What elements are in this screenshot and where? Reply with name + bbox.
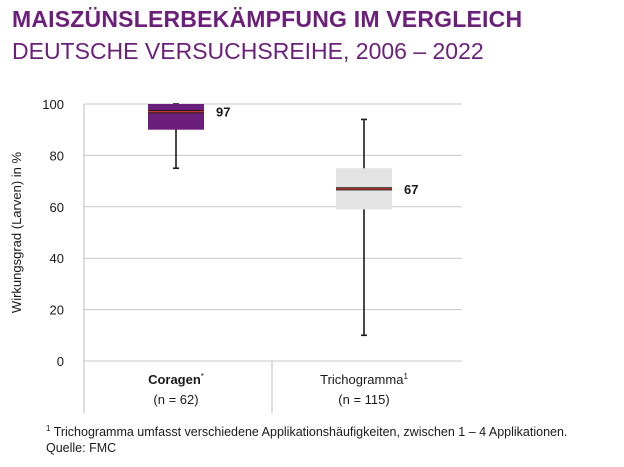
footnote: 1 Trichogramma umfasst verschiedene Appl…	[46, 424, 567, 439]
y-tick-label: 0	[57, 354, 64, 369]
category-n-label: (n = 62)	[153, 392, 198, 407]
source-note: Quelle: FMC	[46, 441, 117, 455]
y-tick-label: 60	[50, 200, 64, 215]
median-value-label: 67	[404, 182, 418, 197]
category-label: Trichogramma1	[320, 372, 408, 387]
category-label: Coragen*	[148, 372, 204, 387]
category-superscript: 1	[403, 372, 408, 381]
boxplot-chart: 0 20 40 60 80 100 Wirkungsgrad (Larven) in % 97…	[9, 97, 462, 413]
box-1	[148, 104, 204, 130]
chart-subtitle: DEUTSCHE VERSUCHSREIHE, 2006 – 2022	[12, 38, 484, 64]
y-tick-label: 20	[50, 303, 64, 318]
y-tick-label: 40	[50, 251, 64, 266]
median-value-label: 97	[216, 105, 230, 120]
y-tick-label: 80	[50, 148, 64, 163]
footnote-marker: 1	[46, 424, 51, 433]
category-name: Trichogramma	[320, 372, 404, 387]
category-superscript: *	[201, 372, 204, 381]
y-tick-label: 100	[42, 97, 64, 112]
chart-title: MAISZÜNSLERBEKÄMPFUNG IM VERGLEICH	[12, 6, 523, 32]
footnote-text: Trichogramma umfasst verschiedene Applik…	[50, 425, 568, 440]
category-n-label: (n = 115)	[338, 392, 389, 407]
category-name: Coragen	[148, 372, 201, 387]
y-axis-label: Wirkungsgrad (Larven) in %	[9, 152, 24, 314]
